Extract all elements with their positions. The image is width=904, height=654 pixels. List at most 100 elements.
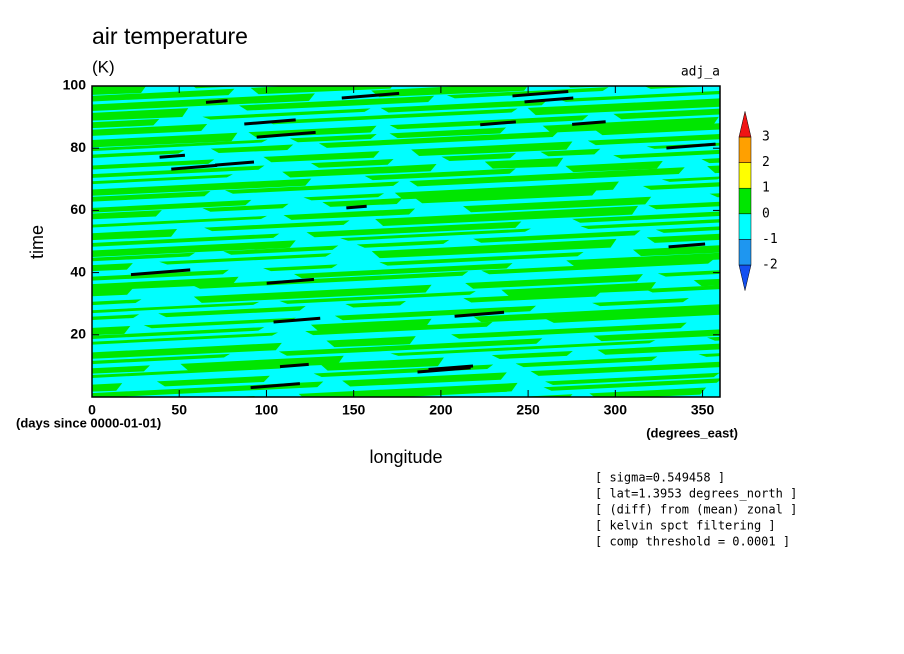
field-streak: [171, 163, 218, 171]
field-band: [239, 30, 412, 41]
field-band: [263, 264, 338, 272]
x-tick-label: 50: [171, 402, 187, 418]
y-tick-label: 60: [70, 201, 86, 217]
field-streak: [205, 99, 228, 104]
field-band: [635, 37, 746, 48]
field-band: [709, 193, 720, 198]
field-band: [300, 545, 473, 556]
field-band: [698, 353, 720, 357]
field-band: [491, 550, 709, 567]
field-band: [580, 427, 643, 434]
field-band: [329, 455, 567, 473]
x-tick-label: 250: [516, 402, 540, 418]
field-band: [326, 336, 416, 348]
field-band: [693, 278, 720, 287]
y-tick-label: 80: [70, 139, 86, 155]
field-band: [612, 20, 779, 32]
x-tick-label: 150: [342, 402, 366, 418]
field-band: [306, 221, 522, 238]
field-band: [210, 144, 294, 154]
field-band: [459, 31, 717, 47]
field-band: [250, 86, 393, 95]
chart-subtitle: (K): [92, 57, 115, 76]
field-band: [322, 198, 403, 207]
field-band: [722, 376, 904, 392]
field-band: [624, 440, 707, 447]
field-band: [442, 23, 542, 34]
field-band: [727, 417, 904, 435]
field-band: [310, 159, 394, 168]
field-band: [473, 230, 641, 243]
field-band: [754, 396, 904, 412]
field-band: [594, 123, 720, 136]
field-streak: [250, 382, 301, 390]
field-band: [265, 108, 518, 125]
field-band: [156, 375, 270, 387]
field-band: [184, 563, 457, 582]
field-band: [158, 305, 306, 318]
field-band: [239, 95, 435, 111]
field-streak: [572, 120, 606, 126]
field-band: [52, 468, 306, 487]
field-band: [202, 108, 371, 120]
field-band: [757, 244, 904, 260]
field-band: [515, 356, 658, 368]
note-line: [ kelvin spct filtering ]: [595, 519, 776, 533]
field-band: [613, 149, 720, 159]
field-band: [308, 5, 582, 24]
field-band: [229, 512, 472, 529]
field-band: [545, 310, 720, 323]
field-band: [484, 157, 564, 169]
field-streak: [524, 96, 574, 104]
field-band: [389, 127, 507, 139]
y-axis-label: time: [27, 225, 47, 259]
field-band: [435, 432, 544, 441]
field-band: [530, 361, 720, 376]
field-band: [574, 0, 835, 1]
field-band: [52, 0, 126, 1]
x-tick-label: 200: [429, 402, 453, 418]
field-band: [52, 486, 311, 505]
x-axis-label: longitude: [369, 447, 442, 467]
field-band: [284, 51, 462, 64]
field-band: [246, 0, 505, 9]
field-band: [92, 88, 235, 102]
y-tick-label: 20: [70, 326, 86, 342]
field-band: [92, 240, 296, 257]
field-band: [52, 579, 307, 595]
field-band: [379, 252, 584, 266]
field-band: [92, 139, 268, 152]
field-band: [703, 549, 903, 565]
field-band: [589, 387, 707, 397]
field-band: [420, 488, 593, 500]
note-line: [ lat=1.3953 degrees_north ]: [595, 487, 797, 501]
field-band: [473, 304, 720, 323]
field-band: [646, 233, 720, 243]
field-band: [342, 372, 507, 387]
field-band: [92, 149, 185, 158]
field-band: [389, 115, 589, 130]
field-band: [747, 24, 856, 34]
field-band: [661, 176, 720, 182]
field-band: [52, 460, 299, 475]
field-band: [545, 372, 720, 385]
colorbar-box: [738, 187, 752, 215]
field-band: [725, 316, 825, 327]
field-band: [463, 196, 652, 213]
field-band: [52, 447, 252, 460]
field-band: [360, 10, 638, 29]
field-streak: [273, 316, 321, 324]
field-band: [52, 514, 257, 530]
field-band: [52, 437, 289, 455]
field-band: [92, 233, 280, 247]
field-band: [597, 343, 720, 355]
field-band: [491, 351, 573, 360]
field-band: [92, 383, 123, 392]
y-units: (days since 0000-01-01): [16, 415, 161, 430]
field-band: [408, 29, 593, 41]
x-tick-label: 0: [88, 402, 96, 418]
field-band: [92, 118, 160, 129]
field-streak: [417, 366, 471, 374]
field-band: [52, 544, 136, 551]
